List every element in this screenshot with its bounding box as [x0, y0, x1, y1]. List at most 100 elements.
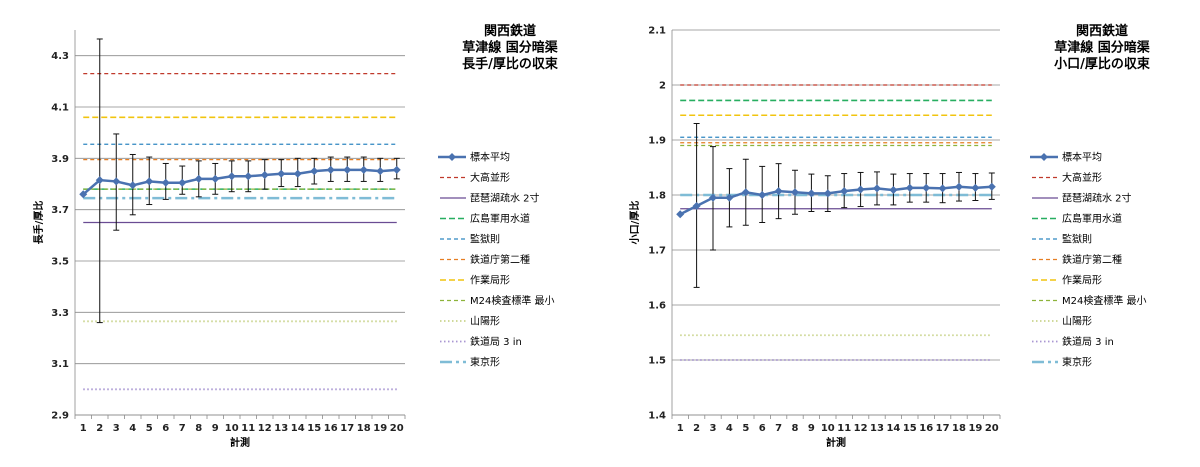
mean-point	[676, 210, 685, 219]
mean-point	[310, 167, 319, 176]
legend-label: 鉄道局 3 in	[1062, 335, 1114, 348]
mean-point	[922, 183, 931, 192]
y-tick-label: 2	[659, 81, 666, 92]
y-axis-label: 長手/厚比	[32, 201, 45, 245]
mean-point	[938, 184, 947, 193]
y-tick-label: 1.7	[648, 246, 666, 257]
mean-point	[823, 189, 832, 198]
x-axis-label: 計測	[826, 436, 846, 449]
legend-label: 広島軍用水道	[470, 212, 530, 225]
legend-label: 琵琶湖疏水 2寸	[470, 192, 540, 205]
x-axis-label: 計測	[230, 436, 250, 449]
mean-point	[194, 174, 203, 183]
legend-label: 監獄則	[470, 233, 500, 246]
mean-point	[145, 177, 154, 186]
mean-point	[161, 178, 170, 187]
legend-label: 作業局形	[470, 274, 510, 287]
legend-label: 広島軍用水道	[1062, 212, 1122, 225]
x-tick-label: 1	[677, 423, 684, 434]
y-tick-label: 1.6	[648, 301, 666, 312]
mean-point	[873, 184, 881, 193]
mean-point	[741, 188, 750, 197]
mean-point	[359, 165, 368, 174]
legend-label: M24検査標準 最小	[1062, 294, 1147, 307]
legend-label: 大高並形	[1062, 171, 1102, 184]
legend-marker	[448, 153, 456, 161]
x-tick-label: 5	[146, 423, 153, 434]
x-tick-label: 17	[936, 423, 950, 434]
x-tick-label: 19	[373, 423, 387, 434]
x-tick-label: 8	[195, 423, 202, 434]
x-tick-label: 7	[179, 423, 186, 434]
y-tick-label: 1.9	[648, 136, 666, 147]
mean-point	[326, 165, 335, 174]
x-tick-label: 16	[919, 423, 933, 434]
mean-point	[971, 183, 980, 192]
x-tick-label: 20	[390, 423, 404, 434]
legend-label: 琵琶湖疏水 2寸	[1062, 192, 1132, 205]
x-tick-label: 8	[792, 423, 799, 434]
legend-label: 標本平均	[470, 151, 510, 164]
x-tick-label: 12	[854, 423, 868, 434]
mean-point	[758, 191, 767, 199]
x-tick-label: 4	[129, 423, 136, 434]
mean-series-line	[679, 185, 992, 216]
x-tick-label: 20	[985, 423, 999, 434]
x-tick-label: 3	[113, 423, 120, 434]
x-tick-label: 18	[357, 423, 371, 434]
chart-title-line: 長手/厚比の収束	[462, 56, 559, 72]
y-tick-label: 2.1	[648, 26, 666, 37]
mean-point	[840, 187, 849, 196]
mean-point	[227, 172, 236, 181]
mean-point	[128, 181, 137, 190]
chart-title-line: 小口/厚比の収束	[1054, 56, 1151, 72]
mean-point	[211, 174, 220, 183]
legend-marker	[1040, 153, 1048, 161]
mean-point	[260, 171, 269, 180]
x-tick-label: 16	[324, 423, 338, 434]
x-tick-label: 14	[291, 423, 305, 434]
chart-2: 1.41.51.61.71.81.922.11 2 3 4 5 6 7 8 9 10 11 12 13 1…	[628, 23, 1151, 449]
x-tick-label: 6	[759, 423, 766, 434]
mean-point	[905, 183, 914, 192]
y-tick-label: 3.7	[51, 205, 69, 216]
mean-point	[343, 165, 352, 174]
y-tick-label: 1.5	[648, 356, 666, 367]
chart-title-line: 関西鉄道	[1076, 23, 1128, 39]
x-tick-label: 14	[886, 423, 900, 434]
chart-title-line: 関西鉄道	[484, 23, 536, 39]
legend-label: 山陽形	[1062, 316, 1092, 328]
x-tick-label: 15	[903, 423, 917, 434]
x-tick-label: 11	[837, 423, 851, 434]
x-tick-label: 7	[775, 423, 782, 434]
x-tick-label: 2	[693, 423, 700, 434]
x-tick-label: 3	[710, 423, 717, 434]
mean-point	[277, 169, 286, 178]
legend-label: 標本平均	[1062, 151, 1102, 164]
mean-point	[95, 176, 104, 185]
mean-point	[392, 165, 401, 174]
x-tick-label: 19	[968, 423, 982, 434]
mean-point	[807, 189, 816, 198]
mean-point	[692, 202, 701, 210]
mean-point	[112, 177, 121, 186]
y-tick-label: 1.4	[648, 411, 666, 422]
chart-title-line: 草津線 国分暗渠	[462, 40, 559, 56]
y-tick-label: 2.9	[51, 411, 69, 422]
x-tick-label: 9	[212, 423, 219, 434]
x-tick-label: 5	[742, 423, 749, 434]
mean-point	[889, 186, 898, 195]
mean-point	[178, 178, 187, 187]
legend-label: 大高並形	[470, 171, 510, 184]
mean-point	[293, 169, 302, 178]
mean-point	[791, 188, 799, 197]
mean-point	[709, 193, 717, 202]
y-tick-label: 3.3	[51, 308, 69, 319]
y-tick-label: 3.9	[51, 154, 69, 165]
x-tick-label: 2	[96, 423, 103, 434]
mean-point	[244, 172, 253, 181]
legend-label: 鉄道庁第二種	[470, 253, 530, 266]
y-tick-label: 3.5	[51, 257, 69, 268]
mean-point	[955, 182, 963, 191]
x-tick-label: 1	[80, 423, 87, 434]
